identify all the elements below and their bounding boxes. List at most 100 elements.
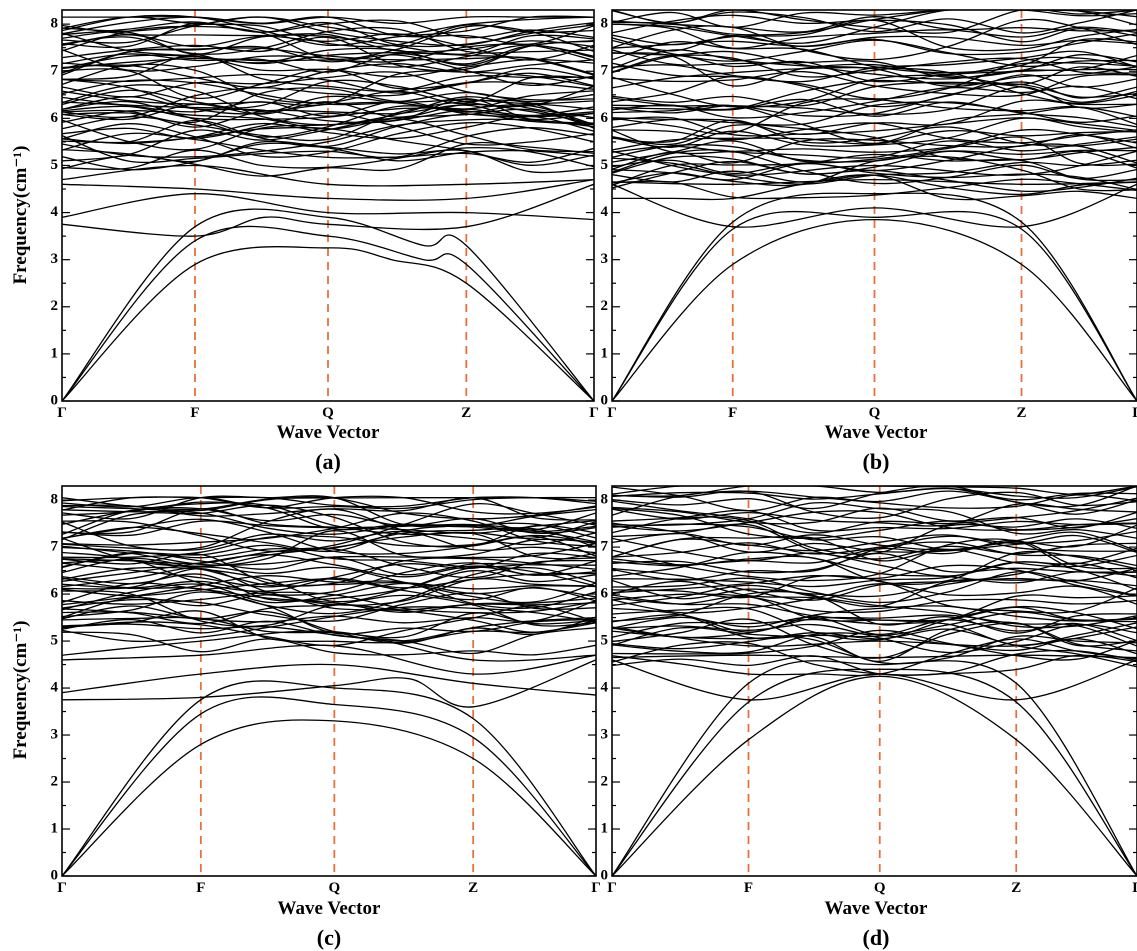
band-c-optical-dense-25 bbox=[62, 554, 596, 587]
band-d-optical-dense-39 bbox=[612, 531, 1137, 552]
band-c-acoustic-2 bbox=[62, 696, 596, 876]
band-d-optical-dense-4 bbox=[612, 632, 1137, 655]
band-b-optical-dense-42 bbox=[612, 50, 1137, 80]
band-b-optical-dense-1 bbox=[612, 163, 1137, 191]
ytick-label-c-0: 0 bbox=[51, 867, 59, 883]
band-d-optical-dense-45 bbox=[612, 510, 1137, 532]
band-d-optical-dense-23 bbox=[612, 574, 1137, 614]
band-a-optical-dense-17 bbox=[62, 105, 594, 121]
band-d-optical-dense-9 bbox=[612, 614, 1137, 647]
ytick-label-d-3: 3 bbox=[601, 726, 609, 742]
frame-a bbox=[61, 9, 595, 402]
band-a-optical-dense-56 bbox=[62, 16, 594, 36]
band-d-optical-dense-13 bbox=[612, 623, 1137, 654]
frame-c bbox=[61, 485, 597, 877]
band-a-optical-dense-54 bbox=[62, 21, 594, 48]
band-a-optical-2 bbox=[62, 193, 594, 221]
bands-a bbox=[62, 10, 594, 401]
band-b-optical-1 bbox=[612, 183, 1137, 228]
band-d-acoustic-3 bbox=[612, 660, 1137, 876]
band-b-optical-dense-54 bbox=[612, 10, 1137, 34]
band-d-optical-dense-12 bbox=[612, 605, 1137, 633]
band-a-optical-1 bbox=[62, 183, 594, 237]
band-c-optical-dense-36 bbox=[62, 542, 596, 566]
band-c-acoustic-3 bbox=[62, 680, 596, 876]
band-d-optical-dense-47 bbox=[612, 507, 1137, 539]
ytick-label-a-0: 0 bbox=[51, 392, 59, 408]
band-c-optical-dense-41 bbox=[62, 527, 596, 559]
panel-c: 0 1 2 3 4 5 6 7 8 Γ F Q Z Γ Wave Vector (c) bbox=[51, 485, 601, 950]
band-a-optical-dense-38 bbox=[62, 47, 594, 75]
plot-area-c: 0 1 2 3 4 5 6 7 8 Γ F Q Z Γ bbox=[51, 485, 601, 896]
band-a-optical-dense-4 bbox=[62, 118, 594, 162]
band-d-optical-dense-2 bbox=[612, 638, 1137, 677]
kpoint-label-c-1: F bbox=[196, 880, 205, 896]
band-b-optical-dense-11 bbox=[612, 134, 1137, 170]
band-d-optical-dense-49 bbox=[612, 506, 1137, 529]
ytick-label-a-7: 7 bbox=[51, 63, 59, 79]
band-c-optical-dense-46 bbox=[62, 502, 596, 553]
ytick-label-b-7: 7 bbox=[601, 63, 609, 79]
band-c-optical-dense-4 bbox=[62, 594, 596, 633]
panel-b: 0 1 2 3 4 5 6 7 8 Γ F Q Z Γ Wave Vector (b) bbox=[601, 9, 1137, 474]
band-b-optical-dense-26 bbox=[612, 99, 1137, 135]
band-a-optical-dense-25 bbox=[62, 79, 594, 109]
band-b-optical-dense-32 bbox=[612, 74, 1137, 108]
band-d-optical-dense-37 bbox=[612, 537, 1137, 577]
band-b-optical-2 bbox=[612, 178, 1137, 185]
band-c-optical-dense-30 bbox=[62, 551, 596, 592]
kpoint-label-b-2: Q bbox=[869, 405, 881, 421]
band-a-optical-dense-37 bbox=[62, 45, 594, 73]
band-a-optical-dense-40 bbox=[62, 59, 594, 89]
band-d-optical-dense-21 bbox=[612, 583, 1137, 614]
band-c-optical-dense-39 bbox=[62, 512, 596, 548]
kpoint-label-c-4: Γ bbox=[591, 880, 601, 896]
panel-a: 0 1 2 3 4 5 6 7 8 Γ F Q Z Γ Wave Vector (a) bbox=[51, 9, 599, 474]
band-d-optical-dense-35 bbox=[612, 534, 1137, 558]
band-c-optical-dense-43 bbox=[62, 504, 596, 548]
band-a-optical-dense-13 bbox=[62, 112, 594, 146]
band-d-optical-dense-15 bbox=[612, 607, 1137, 640]
band-c-optical-dense-22 bbox=[62, 570, 596, 602]
ylabel-c: Frequency(cm⁻¹) bbox=[10, 621, 31, 760]
band-b-optical-dense-57 bbox=[612, 10, 1137, 34]
panel-label-d: (d) bbox=[863, 925, 890, 950]
ytick-label-c-3: 3 bbox=[51, 726, 59, 742]
ytick-label-d-1: 1 bbox=[601, 820, 609, 836]
band-d-optical-dense-5 bbox=[612, 629, 1137, 661]
kpoint-label-d-0: Γ bbox=[607, 880, 617, 896]
band-c-optical-dense-20 bbox=[62, 568, 596, 606]
band-c-optical-dense-7 bbox=[62, 616, 596, 642]
kpoint-label-d-1: F bbox=[744, 880, 753, 896]
ytick-label-a-6: 6 bbox=[51, 110, 59, 126]
band-b-optical-dense-51 bbox=[612, 23, 1137, 49]
band-b-acoustic-3 bbox=[612, 192, 1137, 401]
band-a-optical-dense-8 bbox=[62, 127, 594, 164]
band-c-optical-dense-14 bbox=[62, 599, 596, 624]
kpoint-label-a-3: Z bbox=[461, 405, 471, 421]
kpoint-label-c-2: Q bbox=[329, 880, 341, 896]
band-d-optical-2 bbox=[612, 654, 1137, 659]
band-d-optical-dense-3 bbox=[612, 628, 1137, 668]
band-b-optical-dense-25 bbox=[612, 98, 1137, 135]
band-b-optical-dense-40 bbox=[612, 52, 1137, 87]
band-c-optical-dense-19 bbox=[62, 578, 596, 602]
band-d-optical-dense-14 bbox=[612, 605, 1137, 641]
band-c-optical-2 bbox=[62, 663, 596, 696]
band-d-optical-dense-36 bbox=[612, 534, 1137, 558]
band-b-optical-dense-23 bbox=[612, 116, 1137, 137]
panel-label-a: (a) bbox=[315, 449, 341, 474]
band-a-acoustic-1 bbox=[62, 246, 594, 401]
band-d-optical-dense-41 bbox=[612, 516, 1137, 555]
band-a-optical-dense-42 bbox=[62, 56, 594, 78]
band-c-optical-dense-26 bbox=[62, 562, 596, 589]
band-b-optical-dense-27 bbox=[612, 85, 1137, 119]
band-b-optical-dense-2 bbox=[612, 178, 1137, 200]
ytick-label-b-8: 8 bbox=[601, 16, 609, 32]
kpoint-label-d-4: Γ bbox=[1132, 880, 1137, 896]
ytick-label-b-1: 1 bbox=[601, 345, 609, 361]
band-d-optical-dense-57 bbox=[612, 486, 1137, 495]
band-a-optical-dense-35 bbox=[62, 54, 594, 92]
ytick-label-d-4: 4 bbox=[601, 679, 609, 695]
